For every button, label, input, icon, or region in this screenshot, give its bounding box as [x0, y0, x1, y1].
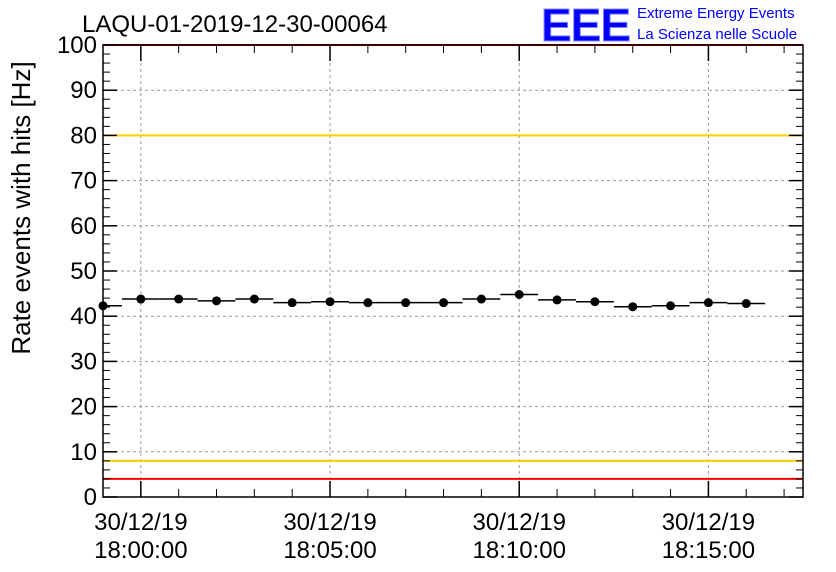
data-point	[212, 296, 222, 306]
y-tick-label: 90	[70, 77, 97, 104]
y-tick-label: 40	[70, 303, 97, 330]
y-tick-label: 30	[70, 348, 97, 375]
x-tick-time: 18:10:00	[473, 537, 566, 564]
data-point	[439, 298, 449, 308]
data-point	[363, 298, 373, 308]
x-tick-time: 18:00:00	[94, 537, 187, 564]
logo-line-2: La Scienza nelle Scuole	[637, 26, 797, 43]
data-point	[514, 290, 524, 300]
x-tick-date: 30/12/19	[94, 509, 187, 536]
y-tick-label: 80	[70, 122, 97, 149]
y-tick-label: 60	[70, 213, 97, 240]
y-tick-label: 100	[57, 32, 97, 59]
y-axis-label: Rate events with hits [Hz]	[6, 61, 36, 354]
data-point	[174, 294, 184, 304]
data-point	[476, 294, 486, 304]
reference-lines	[103, 44, 803, 480]
x-tick-date: 30/12/19	[662, 509, 755, 536]
x-tick-time: 18:15:00	[662, 537, 755, 564]
chart-title: LAQU-01-2019-12-30-00064	[82, 11, 388, 38]
y-tick-label: 20	[70, 394, 97, 421]
data-point	[249, 294, 259, 304]
y-tick-label: 50	[70, 258, 97, 285]
data-point	[666, 301, 676, 311]
grid	[103, 45, 803, 497]
data-point	[552, 295, 562, 305]
x-tick-date: 30/12/19	[473, 509, 566, 536]
data-point	[703, 298, 713, 308]
data-point	[136, 294, 146, 304]
logo-letters: EEE	[541, 0, 630, 51]
y-tick-label: 0	[84, 484, 97, 511]
eee-logo: EEE Extreme Energy Events La Scienza nel…	[541, 0, 798, 52]
data-point	[741, 299, 751, 309]
y-tick-label: 70	[70, 168, 97, 195]
tick-labels: 010203040506070809010030/12/1918:00:0030…	[57, 32, 755, 564]
logo-line-1: Extreme Energy Events	[637, 5, 795, 22]
data-point	[325, 297, 335, 307]
data-series	[98, 290, 766, 312]
data-point	[287, 298, 297, 308]
data-point	[590, 297, 600, 307]
data-point	[401, 298, 411, 308]
y-tick-label: 10	[70, 439, 97, 466]
data-point	[628, 302, 638, 312]
axis-ticks	[102, 44, 803, 498]
x-tick-date: 30/12/19	[283, 509, 376, 536]
x-tick-time: 18:05:00	[283, 537, 376, 564]
